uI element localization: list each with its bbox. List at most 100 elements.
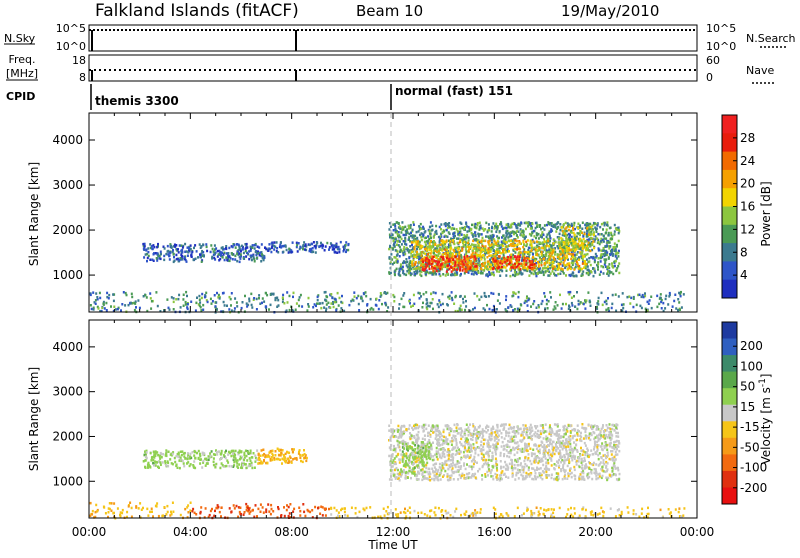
power-echo-cell [465, 305, 467, 308]
power-echo-cell [280, 241, 282, 244]
power-echo-cell [181, 251, 183, 254]
power-echo-cell [606, 273, 608, 276]
power-echo-cell [458, 258, 460, 261]
power-echo-cell [533, 273, 535, 276]
power-echo-cell [509, 275, 511, 278]
power-echo-cell [568, 249, 570, 252]
nsky-panel: N.Sky 10^5 10^0 10^5 10^0 N.Search [4, 22, 796, 53]
power-echo-cell [531, 268, 533, 271]
power-echo-cell [99, 292, 101, 295]
power-echo-cell [409, 245, 411, 248]
power-echo-cell [568, 233, 570, 236]
power-echo-cell [536, 234, 538, 237]
velocity-echo-cell [538, 468, 540, 471]
power-echo-cell [519, 241, 521, 244]
power-echo-cell [456, 268, 458, 271]
power-echo-cell [215, 247, 217, 250]
power-echo-cell [202, 243, 204, 246]
power-echo-cell [514, 256, 516, 259]
power-echo-cell [498, 237, 500, 240]
power-echo-cell [605, 232, 607, 235]
power-echo-cell [232, 258, 234, 261]
power-echo-cell [271, 247, 273, 250]
power-echo-cell [489, 268, 491, 271]
power-echo-cell [390, 272, 392, 275]
power-echo-cell [485, 222, 487, 225]
power-echo-cell [230, 304, 232, 307]
power-echo-cell [522, 272, 524, 275]
power-echo-cell [177, 298, 179, 301]
power-echo-cell [229, 296, 231, 299]
power-echo-cell [427, 246, 429, 249]
power-echo-cell [609, 227, 611, 230]
power-echo-cell [420, 295, 422, 298]
power-echo-cell [566, 264, 568, 267]
velocity-echo-cell [519, 457, 521, 460]
velocity-echo-cell [503, 453, 505, 456]
power-echo-cell [612, 253, 614, 256]
power-echo-cell [398, 307, 400, 310]
power-echo-cell [650, 296, 652, 299]
power-echo-cell [563, 257, 565, 260]
velocity-echo-cell [487, 474, 489, 477]
power-echo-cell [593, 247, 595, 250]
power-echo-cell [206, 250, 208, 253]
power-echo-cell [422, 266, 424, 269]
power-echo-cell [381, 303, 383, 306]
power-echo-cell [124, 304, 126, 307]
power-echo-cell [436, 264, 438, 267]
power-echo-cell [464, 309, 466, 312]
power-echo-cell [130, 302, 132, 305]
power-echo-cell [404, 237, 406, 240]
power-echo-cell [434, 265, 436, 268]
velocity-echo-cell [572, 451, 574, 454]
power-echo-cell [234, 255, 236, 258]
velocity-echo-cell [147, 466, 149, 469]
power-echo-cell [315, 305, 317, 308]
velocity-echo-cell [262, 462, 264, 465]
velocity-echo-cell [477, 454, 479, 457]
power-echo-cell [421, 239, 423, 242]
power-echo-cell [610, 237, 612, 240]
power-echo-cell [334, 251, 336, 254]
power-echo-cell [553, 225, 555, 228]
power-echo-cell [568, 253, 570, 256]
power-echo-cell [356, 297, 358, 300]
velocity-echo-cell [226, 465, 228, 468]
power-echo-cell [254, 260, 256, 263]
power-echo-cell [536, 275, 538, 278]
power-echo-cell [493, 234, 495, 237]
power-echo-cell [457, 242, 459, 245]
power-echo-cell [523, 234, 525, 237]
power-echo-cell [414, 263, 416, 266]
power-echo-cell [518, 266, 520, 269]
power-echo-cell [173, 253, 175, 256]
power-colorbar-cell [722, 170, 737, 189]
power-echo-cell [418, 243, 420, 246]
power-echo-cell [425, 237, 427, 240]
power-echo-cell [538, 268, 540, 271]
power-echo-cell [257, 246, 259, 249]
velocity-echo-cell [225, 450, 227, 453]
power-echo-cell [591, 244, 593, 247]
power-echo-cell [558, 237, 560, 240]
power-echo-cell [223, 292, 225, 295]
velocity-echo-cell [262, 449, 264, 452]
power-echo-cell [477, 244, 479, 247]
power-echo-cell [505, 232, 507, 235]
power-echo-cell [577, 251, 579, 254]
power-echo-cell [438, 245, 440, 248]
power-echo-cell [433, 236, 435, 239]
power-echo-cell [263, 259, 265, 262]
power-echo-cell [149, 292, 151, 295]
power-echo-cell [490, 248, 492, 251]
velocity-echo-cell [248, 465, 250, 468]
power-echo-cell [265, 305, 267, 308]
power-echo-cell [144, 245, 146, 248]
power-echo-cell [290, 251, 292, 254]
power-ytick-label: 3000 [52, 178, 83, 192]
power-echo-cell [459, 251, 461, 254]
power-echo-cell [530, 240, 532, 243]
power-echo-cell [430, 293, 432, 296]
power-echo-cell [513, 292, 515, 295]
